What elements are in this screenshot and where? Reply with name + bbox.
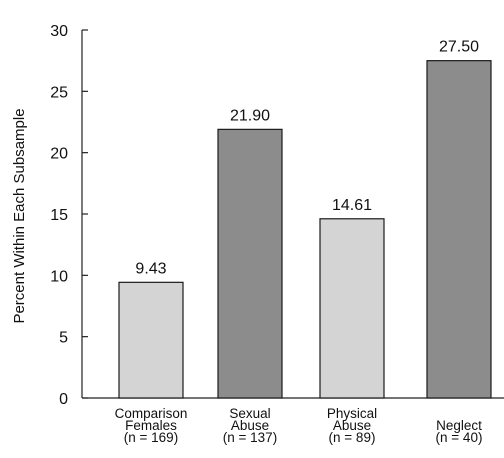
x-category-label: Neglect	[436, 418, 482, 433]
bar-value-label: 21.90	[230, 107, 270, 124]
y-tick-label: 15	[50, 207, 68, 224]
bar-value-label: 27.50	[439, 39, 479, 56]
x-category-label: Physical	[327, 406, 377, 421]
x-category-label: Females	[125, 418, 177, 433]
y-tick-label: 10	[50, 268, 68, 285]
x-category-label: Sexual	[229, 406, 270, 421]
x-category-label: (n = 89)	[329, 430, 376, 445]
x-category-label: (n = 137)	[223, 430, 277, 445]
x-category-label: (n = 40)	[436, 430, 483, 445]
x-category-label: Abuse	[231, 418, 269, 433]
bar	[426, 60, 492, 399]
bar-value-label: 9.43	[135, 260, 166, 277]
y-tick-label: 25	[50, 84, 68, 101]
y-axis-title: Percent Within Each Subsample	[11, 108, 28, 323]
y-tick-label: 30	[50, 23, 68, 40]
y-tick-label: 20	[50, 146, 68, 163]
x-category-label: (n = 169)	[124, 430, 178, 445]
y-tick-label: 5	[59, 330, 68, 347]
x-category-label: Comparison	[115, 406, 188, 421]
bar	[217, 128, 283, 399]
bar-value-label: 14.61	[332, 197, 372, 214]
bar	[319, 218, 385, 399]
y-tick-label: 0	[59, 391, 68, 408]
bar	[118, 281, 184, 399]
x-category-label: Abuse	[333, 418, 371, 433]
